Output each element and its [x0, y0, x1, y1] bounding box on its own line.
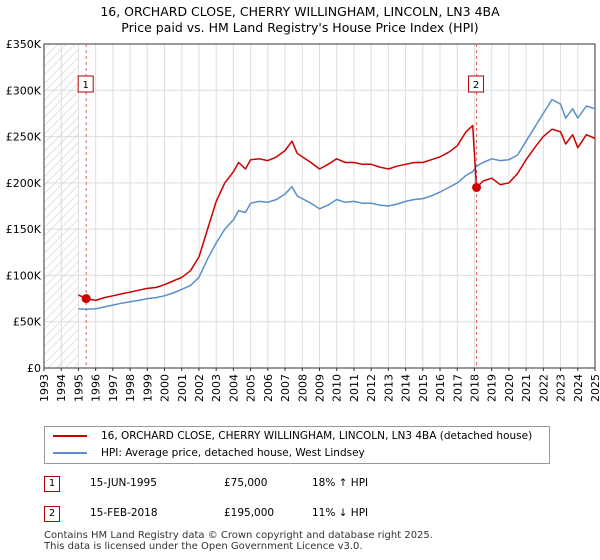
- transaction-date-1: 15-JUN-1995: [90, 477, 157, 489]
- annotation-label-2: 2: [473, 80, 479, 91]
- x-tick-label: 2010: [331, 374, 344, 402]
- y-tick-label: £350K: [6, 38, 42, 51]
- x-tick-label: 2018: [468, 374, 481, 402]
- transaction-hpi-1: 18% ↑ HPI: [312, 477, 369, 489]
- transaction-badge-2: 2: [44, 506, 60, 522]
- legend-item-property: 16, ORCHARD CLOSE, CHERRY WILLINGHAM, LI…: [53, 428, 532, 444]
- transaction-date-2: 15-FEB-2018: [90, 507, 158, 519]
- annotation-label-1: 1: [82, 80, 88, 91]
- transaction-badge-1: 1: [44, 476, 60, 492]
- x-tick-label: 1993: [38, 374, 51, 402]
- x-tick-label: 2000: [159, 374, 172, 402]
- x-tick-label: 2023: [555, 374, 568, 402]
- x-tick-label: 2017: [451, 374, 464, 402]
- legend-item-hpi: HPI: Average price, detached house, West…: [53, 445, 365, 461]
- transaction-hpi-2: 11% ↓ HPI: [312, 507, 369, 519]
- x-tick-label: 2019: [486, 374, 499, 402]
- x-tick-label: 2009: [314, 374, 327, 402]
- transaction-price-1: £75,000: [224, 477, 268, 489]
- chart-legend: 16, ORCHARD CLOSE, CHERRY WILLINGHAM, LI…: [44, 426, 550, 464]
- chart-title: 16, ORCHARD CLOSE, CHERRY WILLINGHAM, LI…: [100, 4, 500, 19]
- legend-swatch-hpi: [53, 452, 87, 454]
- x-tick-label: 2007: [279, 374, 292, 402]
- y-tick-label: £200K: [6, 177, 42, 190]
- y-tick-label: £0: [27, 362, 41, 375]
- price-chart: £0 £50K £100K £150K £200K £250K £300K £350K 1993…: [6, 38, 600, 402]
- series-line-hpi: [78, 98, 596, 310]
- x-tick-label: 2024: [572, 374, 585, 402]
- annotation-box-2: [468, 75, 485, 93]
- transaction-price-2: £195,000: [224, 507, 275, 519]
- x-tick-label: 1999: [141, 374, 154, 402]
- footer: Contains HM Land Registry data © Crown c…: [44, 530, 433, 552]
- footer-line-1: Contains HM Land Registry data © Crown c…: [44, 530, 433, 541]
- x-tick-label: 2006: [262, 374, 275, 402]
- x-tick-label: 2011: [348, 374, 361, 402]
- x-tick-label: 2021: [520, 374, 533, 402]
- annotation-box-1: [77, 75, 94, 93]
- x-tick-label: 1995: [72, 374, 85, 402]
- x-tick-label: 2008: [296, 374, 309, 402]
- series-line-property: [78, 124, 596, 302]
- x-tick-label: 1997: [107, 374, 120, 402]
- x-tick-label: 1998: [124, 374, 137, 402]
- y-tick-label: £300K: [6, 84, 42, 97]
- legend-label-hpi: HPI: Average price, detached house, West…: [101, 447, 365, 459]
- sale-point-2: [472, 182, 482, 192]
- legend-swatch-property: [53, 435, 87, 437]
- y-tick-label: £100K: [6, 269, 42, 282]
- sale-point-1: [81, 294, 91, 304]
- x-tick-label: 2022: [537, 374, 550, 402]
- x-tick-label: 2005: [245, 374, 258, 402]
- footer-line-2: This data is licensed under the Open Gov…: [44, 541, 363, 552]
- x-tick-label: 2015: [417, 374, 430, 402]
- x-tick-label: 2020: [503, 374, 516, 402]
- chart-subtitle: Price paid vs. HM Land Registry's House …: [121, 20, 479, 35]
- hatched-region: [44, 44, 79, 368]
- x-tick-label: 2014: [400, 374, 413, 402]
- x-tick-label: 2013: [382, 374, 395, 402]
- legend-label-property: 16, ORCHARD CLOSE, CHERRY WILLINGHAM, LI…: [101, 430, 533, 442]
- y-tick-label: £150K: [6, 223, 42, 236]
- x-tick-label: 2001: [176, 374, 189, 402]
- x-tick-label: 1996: [90, 374, 103, 402]
- x-tick-label: 1994: [55, 374, 68, 402]
- x-tick-label: 2025: [589, 374, 600, 402]
- x-tick-label: 2016: [434, 374, 447, 402]
- y-tick-label: £50K: [13, 316, 42, 329]
- x-tick-label: 2012: [365, 374, 378, 402]
- x-tick-label: 2002: [193, 374, 206, 402]
- x-tick-label: 2004: [227, 374, 240, 402]
- y-tick-label: £250K: [6, 131, 42, 144]
- x-tick-label: 2003: [210, 374, 223, 402]
